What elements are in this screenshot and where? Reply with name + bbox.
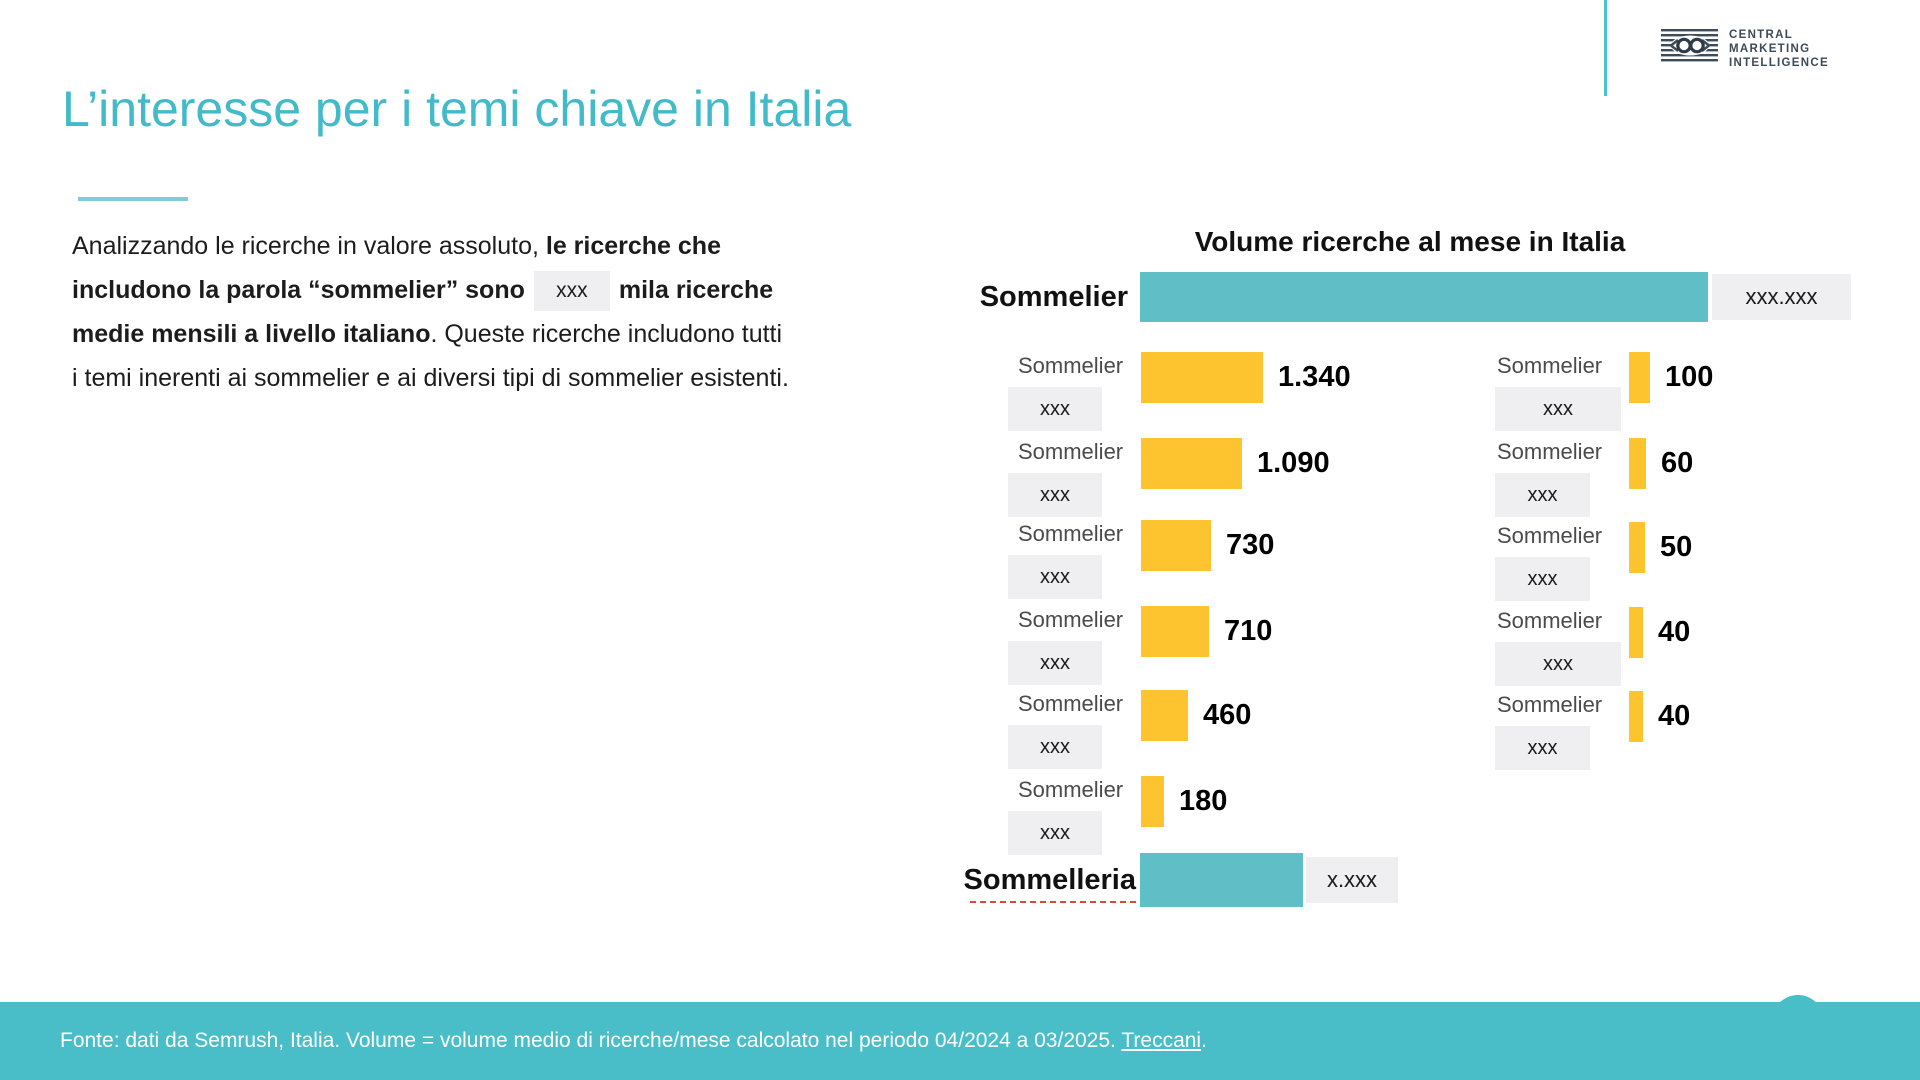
intro-line-2: includono la parola “sommelier” sono xxx m… [72,268,789,312]
intro-line-1-bold: le ricerche che [545,232,721,260]
logo-line-3: INTELLIGENCE [1729,56,1829,69]
bar-value: 460 [1203,699,1252,731]
bar-value: 40 [1658,616,1691,648]
bar-row-redacted-term: xxx [1495,557,1590,601]
bar-row-redacted-term: xxx [1495,726,1590,770]
bar-row-redacted-term: xxx [1008,473,1102,517]
bar-row-keyword: Sommelier [1497,439,1603,464]
cmi-logo: CENTRAL MARKETING INTELLIGENCE [1660,26,1829,71]
bar-row-keyword: Sommelier [1018,777,1124,802]
footer-bar: Fonte: dati da Semrush, Italia. Volume =… [0,1002,1920,1080]
intro-line-1: Analizzando le ricerche in valore assolu… [72,224,789,268]
bar-row-keyword: Sommelier [1018,521,1124,546]
top-bar-redacted-value: xxx.xxx [1712,274,1851,320]
volume-bar [1629,691,1643,742]
volume-bar [1141,520,1211,571]
volume-bar [1141,776,1164,827]
spellcheck-underline [970,901,1136,903]
bottom-bar-keyword: Sommelleria [963,864,1136,896]
bar-row-keyword: Sommelier [1018,439,1124,464]
intro-line-4: i temi inerenti ai sommelier e ai divers… [72,356,789,400]
intro-paragraph: Analizzando le ricerche in valore assolu… [72,224,789,400]
page-title: L’interesse per i temi chiave in Italia [62,81,852,137]
bar-row-redacted-term: xxx [1008,641,1102,685]
bar-value: 710 [1224,615,1273,647]
bar-row-keyword: Sommelier [1497,353,1603,378]
bar-value: 60 [1661,447,1694,479]
footer-treccani-link[interactable]: Treccani [1121,1029,1202,1052]
intro-line-3-regular: . Queste ricerche includono tutti [430,320,783,348]
volume-bar [1629,438,1646,489]
volume-bar [1141,438,1242,489]
bar-row-keyword: Sommelier [1497,523,1603,548]
bar-value: 1.340 [1278,361,1351,393]
intro-line-4-regular: i temi inerenti ai sommelier e ai divers… [72,364,789,392]
logo-line-2: MARKETING [1729,42,1811,55]
bar-row-redacted-term: xxx [1008,387,1102,431]
bar-value: 1.090 [1257,447,1330,479]
bar-row-keyword: Sommelier [1497,608,1603,633]
cmi-logo-wordmark: CENTRAL MARKETING INTELLIGENCE [1729,28,1829,70]
bar-row-keyword: Sommelier [1018,607,1124,632]
intro-line-2-bold-a: includono la parola “sommelier” sono [72,276,525,304]
cmi-logo-icon [1660,26,1720,71]
bottom-bar-redacted-value: x.xxx [1306,857,1398,903]
footer-text: Fonte: dati da Semrush, Italia. Volume =… [60,1029,1122,1052]
footer-source-note: Fonte: dati da Semrush, Italia. Volume =… [60,1002,1207,1080]
inline-redaction-box: xxx [533,271,610,312]
bar-value: 40 [1658,700,1691,732]
intro-line-1-regular: Analizzando le ricerche in valore assolu… [72,232,546,260]
bar-row-redacted-term: xxx [1495,642,1621,686]
volume-bar [1141,690,1188,741]
bar-row-redacted-term: xxx [1008,555,1102,599]
bar-value: 50 [1660,531,1693,563]
chart-title: Volume ricerche al mese in Italia [1194,226,1626,257]
volume-bar [1141,606,1209,657]
volume-bar [1629,352,1650,403]
intro-line-3-bold: medie mensili a livello italiano [72,320,431,348]
bar-value: 730 [1226,529,1275,561]
bar-row-keyword: Sommelier [1018,691,1124,716]
bar-row-redacted-term: xxx [1495,473,1590,517]
volume-bar [1141,352,1263,403]
footer-suffix: . [1201,1029,1207,1052]
intro-line-2-bold-b: mila ricerche [618,276,774,304]
volume-bar [1629,607,1643,658]
title-underline [78,197,188,201]
volume-bar [1629,522,1645,573]
bar-value: 100 [1665,361,1714,393]
bar-row-keyword: Sommelier [1018,353,1124,378]
bar-row-redacted-term: xxx [1008,811,1102,855]
bar-row-redacted-term: xxx [1008,725,1102,769]
intro-line-3: medie mensili a livello italiano. Queste… [72,312,789,356]
logo-line-1: CENTRAL [1729,28,1794,41]
bar-row-keyword: Sommelier [1497,692,1603,717]
top-bar-keyword: Sommelier [979,281,1128,313]
bar-value: 180 [1179,785,1228,817]
top-volume-bar [1140,272,1708,322]
bar-row-redacted-term: xxx [1495,387,1621,431]
bottom-volume-bar [1140,853,1303,907]
header-divider-line [1604,0,1607,96]
